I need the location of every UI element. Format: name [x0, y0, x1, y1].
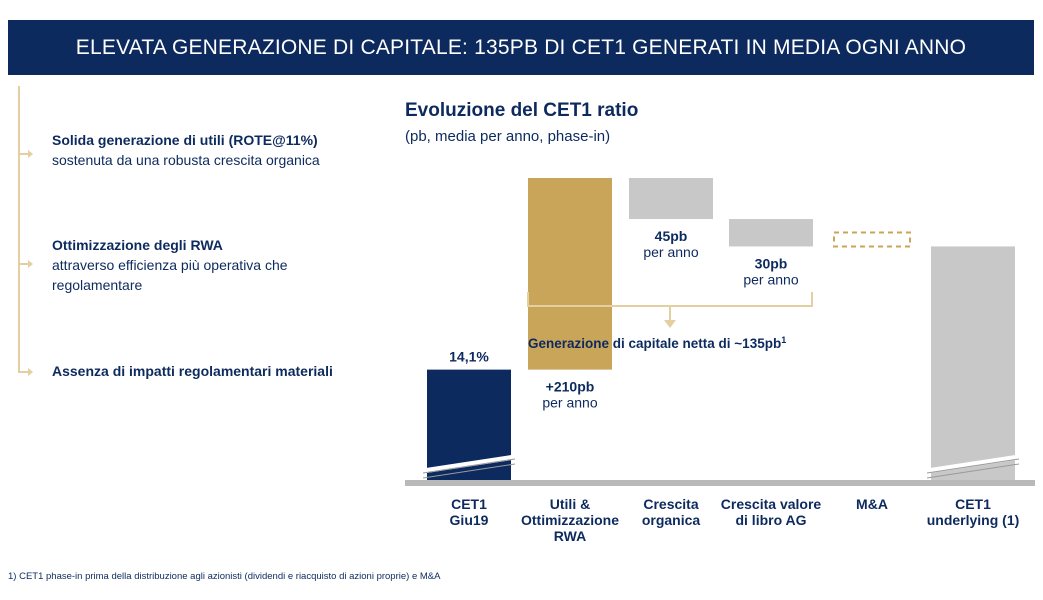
bullet-2-text: attraverso efficienza più operativa che … [52, 257, 288, 293]
chart-title: Evoluzione del CET1 ratio [405, 100, 639, 121]
page-title: ELEVATA GENERAZIONE DI CAPITALE: 135PB D… [75, 35, 967, 59]
bar-2 [629, 178, 713, 220]
bullet-arrow-icon [18, 368, 33, 376]
axis-break-mark [422, 458, 516, 474]
bracket-label: Generazione di capitale netta di ~135pb1 [528, 335, 786, 351]
bullet-connector-line [18, 86, 20, 372]
data-sublabel: per anno [643, 244, 698, 260]
bar-1 [528, 178, 612, 370]
category-label: di libro AG [735, 512, 806, 528]
bullet-1-title: Solida generazione di utili (ROTE@11%) [52, 132, 318, 148]
bullet-arrow-icon [18, 150, 33, 158]
category-label: underlying (1) [927, 512, 1020, 528]
category-label: Crescita valore [721, 496, 822, 512]
bullet-1: Solida generazione di utili (ROTE@11%) s… [52, 130, 382, 170]
bullet-2: Ottimizzazione degli RWA attraverso effi… [52, 235, 352, 295]
axis-break-mark [926, 458, 1020, 474]
bullet-3: Assenza di impatti regolamentari materia… [52, 361, 382, 381]
category-label: M&A [856, 496, 888, 512]
bullet-arrow-icon [18, 260, 33, 268]
category-label: Ottimizzazione [521, 512, 619, 528]
x-axis-line [405, 480, 1035, 486]
category-label: CET1 [451, 496, 487, 512]
category-label: Utili & [550, 496, 590, 512]
axis-break-mark [926, 454, 1020, 474]
axis-break-mark [422, 454, 516, 474]
bar-3 [729, 219, 813, 247]
bar-4 [833, 231, 911, 248]
bar-5 [931, 246, 1015, 480]
category-label: CET1 [955, 496, 991, 512]
bullet-1-text: sostenuta da una robusta crescita organi… [52, 152, 320, 168]
data-sublabel: per anno [743, 271, 798, 287]
axis-break-mark [422, 463, 516, 479]
bracket-arrow-head [664, 320, 676, 328]
category-label: Giu19 [450, 512, 489, 528]
bracket-label-footnote-ref: 1 [781, 335, 786, 345]
category-label: RWA [554, 528, 586, 544]
data-label: 14,1% [449, 349, 489, 365]
bullet-2-title: Ottimizzazione degli RWA [52, 237, 223, 253]
category-label: Crescita [643, 496, 698, 512]
bullet-3-title: Assenza di impatti regolamentari materia… [52, 363, 333, 379]
data-label: +210pb [546, 379, 595, 395]
category-label: organica [642, 512, 701, 528]
footnote: 1) CET1 phase-in prima della distribuzio… [8, 571, 441, 582]
axis-break-mark [926, 463, 1020, 479]
page-title-banner: ELEVATA GENERAZIONE DI CAPITALE: 135PB D… [8, 20, 1034, 75]
data-sublabel: per anno [542, 395, 597, 411]
data-label: 30pb [755, 255, 788, 271]
data-label: 45pb [655, 228, 688, 244]
chart-subtitle: (pb, media per anno, phase-in) [405, 128, 611, 145]
